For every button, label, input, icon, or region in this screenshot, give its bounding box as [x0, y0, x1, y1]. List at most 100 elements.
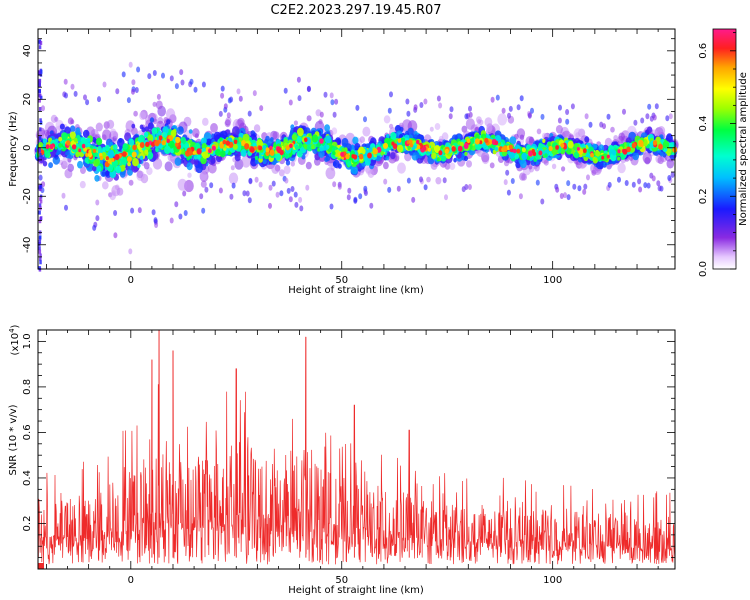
spectrogram-cell — [592, 157, 598, 164]
spectrogram-cell — [122, 151, 127, 158]
spectrogram-cell — [202, 117, 209, 126]
spectrogram-cell — [657, 156, 664, 165]
spectrogram-cell — [386, 134, 390, 139]
spectrogram-cell — [666, 158, 675, 169]
spectrogram-cell — [145, 141, 150, 147]
spectrogram-cell — [252, 90, 257, 97]
spectrogram-cell — [645, 113, 650, 120]
spectrogram-cell — [92, 224, 97, 231]
spectrogram-cell — [189, 78, 194, 85]
spectrogram-cell — [516, 104, 521, 111]
spectrogram-cell — [39, 187, 42, 192]
spectrogram-cell — [419, 176, 423, 183]
spectrogram-cell — [101, 171, 106, 177]
spectrogram-cell — [434, 123, 441, 130]
spectrogram-cell — [175, 136, 181, 144]
spectrogram-cell — [590, 152, 594, 158]
spectrogram-cell — [227, 97, 232, 104]
spectrogram-cell — [38, 240, 42, 244]
spectrogram-cell — [331, 127, 338, 135]
spectrogram-cell — [582, 188, 587, 195]
spectrogram-cell — [185, 143, 190, 148]
spectrogram-cell — [38, 45, 42, 50]
spectrogram-cell — [291, 134, 297, 141]
spectrogram-cell — [601, 153, 609, 162]
spectrogram-cell — [427, 147, 431, 152]
spectrogram-cell — [363, 190, 368, 196]
spectrogram-y-label: Frequency (Hz) — [8, 111, 19, 187]
spectrogram-cell — [254, 155, 259, 161]
spectrogram-cell — [396, 144, 404, 153]
spectrogram-cell — [39, 120, 43, 125]
spectrogram-cell — [58, 136, 63, 142]
spectrogram-cell — [164, 145, 171, 155]
spectrogram-cell — [161, 140, 166, 146]
spectrogram-cell — [128, 61, 133, 68]
spectrogram-cell — [668, 142, 674, 149]
spectrogram-cell — [39, 253, 42, 258]
spectrogram-cell — [192, 150, 197, 155]
spectrogram-cell — [465, 118, 475, 130]
spectrogram-cell — [77, 160, 83, 169]
spectrogram-cell — [494, 140, 499, 146]
spectrogram-cell — [105, 156, 110, 161]
spectrogram-cell — [651, 175, 656, 182]
spectrogram-cell — [153, 217, 158, 224]
spectrogram-cell — [387, 186, 392, 193]
spectrogram-cell — [561, 166, 566, 172]
spectrogram-cell — [39, 216, 43, 221]
spectrogram-cell — [188, 150, 193, 156]
snr-line — [37, 329, 676, 565]
spectrogram-cell — [66, 140, 71, 146]
spectrogram-cell — [95, 199, 100, 206]
spectrogram-cell — [262, 159, 267, 165]
spectrogram-cell — [573, 151, 580, 159]
spectrogram-cell — [652, 140, 658, 146]
spectrogram-cell — [618, 132, 625, 141]
spectrogram-cell — [59, 123, 65, 130]
spectrogram-cell — [631, 142, 637, 149]
spectrogram-cell — [512, 148, 517, 154]
spectrogram-cell — [325, 167, 336, 180]
spectrogram-cell — [209, 182, 214, 189]
spectrogram-cell — [85, 99, 90, 106]
spectrogram-cell — [136, 170, 145, 181]
spectrogram-cell — [444, 148, 449, 154]
spectrogram-cell — [147, 73, 152, 80]
spectrogram-cell — [164, 161, 173, 172]
spectrogram-cell — [113, 210, 118, 216]
spectrogram-cell — [126, 156, 132, 163]
spectrogram-cell — [285, 160, 291, 166]
spectrogram-cell — [345, 153, 350, 160]
spectrogram-cell — [127, 168, 133, 176]
spectrogram-cell — [268, 184, 273, 191]
spectrogram-cell — [595, 150, 601, 157]
spectrogram-cell — [391, 141, 395, 146]
spectrogram-cell — [258, 181, 263, 188]
spectrogram-cell — [194, 160, 198, 166]
spectrogram-cell — [38, 138, 41, 143]
spectrogram-cell — [97, 145, 102, 152]
y-tick-label: -20 — [22, 188, 33, 204]
spectrogram-cell — [565, 109, 570, 115]
spectrogram-cell — [132, 144, 137, 151]
spectrogram-cell — [340, 151, 345, 157]
spectrogram-cell — [530, 107, 534, 114]
spectrogram-cell — [318, 119, 323, 125]
spectrogram-cell — [64, 168, 73, 179]
spectrogram-cell — [649, 115, 654, 122]
spectrogram-cell — [234, 158, 244, 170]
colorbar-tick-label: 0.4 — [698, 116, 709, 132]
spectrogram-cell — [254, 176, 259, 183]
spectrogram-cell — [39, 127, 42, 132]
spectrogram-cell — [448, 113, 453, 120]
spectrogram-cell — [182, 190, 187, 197]
spectrogram-cell — [622, 108, 626, 115]
spectrogram-cell — [231, 182, 236, 189]
spectrogram-cell — [389, 91, 393, 98]
spectrogram-cell — [208, 148, 212, 154]
spectrogram-cell — [39, 260, 42, 265]
spectrogram-cell — [647, 103, 652, 110]
spectrogram-cell — [38, 135, 42, 140]
spectrogram-cell — [479, 119, 484, 126]
